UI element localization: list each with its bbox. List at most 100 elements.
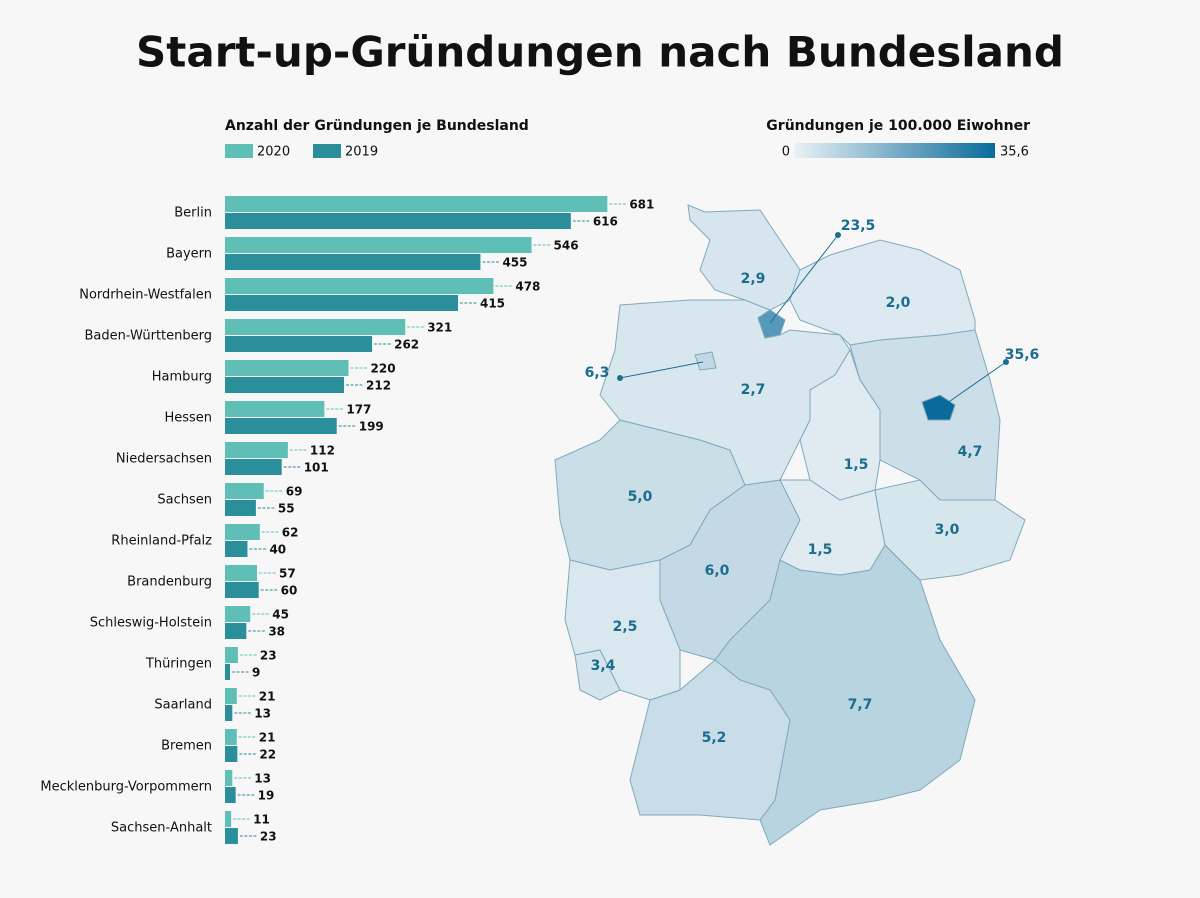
bar bbox=[225, 295, 458, 311]
category-label: Nordrhein-Westfalen bbox=[79, 288, 212, 303]
region-label: 3,4 bbox=[591, 658, 616, 674]
region-label: 2,5 bbox=[613, 619, 638, 635]
region-label: 3,0 bbox=[935, 522, 960, 538]
value-label: 616 bbox=[593, 215, 618, 229]
bar bbox=[225, 278, 494, 294]
region bbox=[687, 204, 801, 311]
value-label: 21 bbox=[259, 731, 276, 745]
legend-label: 2020 bbox=[257, 145, 290, 160]
category-label: Mecklenburg-Vorpommern bbox=[40, 780, 212, 795]
bar bbox=[225, 787, 236, 803]
region-label: 35,6 bbox=[1005, 347, 1040, 363]
region bbox=[574, 649, 621, 701]
value-label: 455 bbox=[502, 256, 527, 270]
color-scale bbox=[795, 143, 995, 158]
value-label: 21 bbox=[259, 690, 276, 704]
value-label: 478 bbox=[515, 280, 540, 294]
region bbox=[694, 351, 717, 371]
bar bbox=[225, 319, 406, 335]
region-label: 6,3 bbox=[585, 365, 610, 381]
callout-line bbox=[769, 234, 839, 324]
value-label: 45 bbox=[272, 608, 289, 622]
bar bbox=[225, 442, 288, 458]
value-label: 9 bbox=[252, 666, 260, 680]
value-label: 57 bbox=[279, 567, 296, 581]
value-label: 23 bbox=[260, 830, 277, 844]
value-label: 546 bbox=[554, 239, 579, 253]
bar bbox=[225, 459, 282, 475]
region bbox=[779, 479, 886, 576]
value-label: 23 bbox=[260, 649, 277, 663]
callout-dot bbox=[1003, 359, 1009, 365]
value-label: 212 bbox=[366, 379, 391, 393]
bar bbox=[225, 582, 259, 598]
value-label: 69 bbox=[286, 485, 303, 499]
category-label: Hamburg bbox=[152, 370, 212, 385]
value-label: 199 bbox=[359, 420, 384, 434]
bar bbox=[225, 196, 608, 212]
region-label: 1,5 bbox=[844, 457, 869, 473]
bar bbox=[225, 705, 233, 721]
bar bbox=[225, 647, 238, 663]
region-label: 23,5 bbox=[841, 218, 876, 234]
scale-label: 0 bbox=[782, 145, 790, 160]
page-title: Start-up-Gründungen nach Bundesland bbox=[136, 28, 1064, 77]
category-label: Sachsen bbox=[157, 493, 212, 508]
bar bbox=[225, 770, 233, 786]
value-label: 19 bbox=[258, 789, 275, 803]
value-label: 681 bbox=[629, 198, 654, 212]
bar bbox=[225, 828, 238, 844]
bar bbox=[225, 688, 237, 704]
value-label: 220 bbox=[371, 362, 396, 376]
bar bbox=[225, 811, 232, 827]
category-label: Saarland bbox=[154, 698, 212, 713]
category-label: Bayern bbox=[166, 247, 212, 262]
category-label: Rheinland-Pfalz bbox=[111, 534, 212, 549]
value-label: 62 bbox=[282, 526, 299, 540]
region bbox=[757, 309, 786, 339]
bar bbox=[225, 377, 345, 393]
bar bbox=[225, 746, 238, 762]
region-label: 2,7 bbox=[741, 382, 766, 398]
value-label: 415 bbox=[480, 297, 505, 311]
callout-line bbox=[619, 361, 704, 379]
category-label: Baden-Württenberg bbox=[84, 329, 212, 344]
category-label: Thüringen bbox=[145, 657, 212, 672]
value-label: 40 bbox=[269, 543, 286, 557]
legend-label: 2019 bbox=[345, 145, 378, 160]
region bbox=[799, 348, 881, 501]
value-label: 321 bbox=[427, 321, 452, 335]
category-label: Hessen bbox=[164, 411, 212, 426]
value-label: 13 bbox=[254, 707, 271, 721]
bar bbox=[225, 237, 532, 253]
bar-title: Anzahl der Gründungen je Bundesland bbox=[225, 118, 529, 134]
bar bbox=[225, 606, 251, 622]
category-label: Niedersachsen bbox=[116, 452, 212, 467]
value-label: 101 bbox=[304, 461, 329, 475]
legend-swatch bbox=[313, 144, 341, 158]
region-label: 5,0 bbox=[628, 489, 653, 505]
bar bbox=[225, 623, 247, 639]
scale-label: 35,6 bbox=[1000, 145, 1029, 160]
callout-dot bbox=[617, 375, 623, 381]
bar bbox=[225, 565, 258, 581]
category-label: Berlin bbox=[174, 206, 212, 221]
bar bbox=[225, 336, 373, 352]
value-label: 13 bbox=[254, 772, 271, 786]
category-label: Brandenburg bbox=[127, 575, 212, 590]
value-label: 11 bbox=[253, 813, 270, 827]
bar bbox=[225, 401, 325, 417]
region-label: 1,5 bbox=[808, 542, 833, 558]
region-label: 5,2 bbox=[702, 730, 727, 746]
bar bbox=[225, 500, 256, 516]
region bbox=[921, 394, 956, 421]
region bbox=[789, 239, 976, 346]
bar bbox=[225, 729, 237, 745]
value-label: 177 bbox=[346, 403, 371, 417]
bar bbox=[225, 254, 481, 270]
region-label: 4,7 bbox=[958, 444, 983, 460]
bar bbox=[225, 483, 264, 499]
value-label: 262 bbox=[394, 338, 419, 352]
legend-swatch bbox=[225, 144, 253, 158]
callout-line bbox=[939, 361, 1007, 409]
